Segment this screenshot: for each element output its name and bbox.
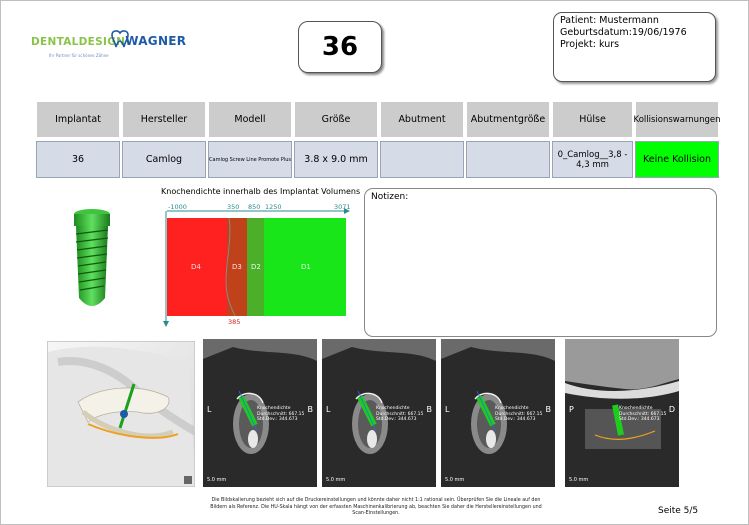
notes-label: Notizen: (371, 192, 409, 202)
ct-view-2-scale: 5.0 mm (326, 477, 346, 483)
bone-density-title: Knochendichte innerhalb des Implantat Vo… (161, 187, 361, 196)
ct-view-3-left-label: L (445, 405, 450, 414)
implant-model-icon (74, 209, 110, 306)
patient-birthdate: Geburtsdatum:19/06/1976 (560, 27, 687, 38)
tick-top-1: 350 (227, 203, 239, 211)
scaling-disclaimer: Die Bildskalierung bezieht sich auf die … (210, 498, 542, 516)
patient-name: Patient: Mustermann (560, 15, 659, 26)
tick-top-3: 1250 (265, 203, 282, 211)
ct-view-3: L B Knochendichte Durchschnitt: 667.15 Std… (441, 339, 555, 487)
ct-view-1-left-label: L (207, 405, 212, 414)
ct-view-2-left-label: L (326, 405, 331, 414)
ct-view-2-right-label: B (426, 405, 433, 414)
header-huelse: Hülse (552, 101, 633, 138)
cell-hersteller: Camlog (122, 141, 206, 178)
ct-view-1-right-label: B (307, 405, 314, 414)
header-groesse: Größe (294, 101, 378, 138)
ct-view-3-scale: 5.0 mm (445, 477, 465, 483)
cell-abutmentgroesse (466, 141, 550, 178)
header-abutment: Abutment (380, 101, 464, 138)
ct-view-1-scale: 5.0 mm (207, 477, 227, 483)
ct-view-4-readout: Knochendichte Durchschnitt: 667.15 Std.Dev… (619, 406, 667, 422)
tick-top-2: 850 (248, 203, 260, 211)
page-number: Seite 5/5 (658, 506, 699, 516)
tick-bottom: 385 (228, 318, 240, 326)
tooth-logo-icon (111, 30, 129, 48)
zone-label-d1: D1 (301, 263, 311, 271)
zone-d2 (247, 218, 264, 316)
cell-abutment (380, 141, 464, 178)
zone-d1 (264, 218, 346, 316)
header-implantat: Implantat (36, 101, 120, 138)
logo-text-dentaldesign: DENTALDESIGN (31, 36, 126, 48)
header-kollisionswarnungen: Kollisionswarnungen (634, 101, 720, 138)
zone-d4 (167, 218, 227, 316)
ct-view-2: L B Knochendichte Durchschnitt: 667.15 Std… (322, 339, 436, 487)
cell-groesse: 3.8 x 9.0 mm (294, 141, 378, 178)
logo-text-wagner: WAGNER (125, 34, 187, 48)
header-hersteller: Hersteller (122, 101, 206, 138)
ct-view-4-right-label: D (668, 405, 675, 414)
patient-info-box: Patient: Mustermann Geburtsdatum:19/06/1… (553, 12, 716, 82)
jaw-3d-view (47, 341, 195, 487)
cell-implantat: 36 (36, 141, 120, 178)
ct-view-4-scale: 5.0 mm (569, 477, 589, 483)
zone-d3 (227, 218, 247, 316)
zone-label-d4: D4 (191, 263, 201, 271)
implant-number: 36 (321, 32, 359, 62)
ct-view-1: L B Knochendichte Durchschnitt: 667.15 Std… (203, 339, 317, 487)
header-abutmentgroesse: Abutmentgröße (466, 101, 550, 138)
zone-label-d2: D2 (251, 263, 261, 271)
logo-tagline: Ihr Partner für schönes Zähne (49, 53, 109, 58)
header-modell: Modell (208, 101, 292, 138)
company-logo: DENTALDESIGNWAGNER Ihr Partner für schön… (31, 29, 186, 65)
ct-view-4: P D Knochendichte Durchschnitt: 667.15 Std… (565, 339, 679, 487)
implant-number-box: 36 (298, 21, 382, 73)
ct-view-4-left-label: P (569, 405, 574, 414)
patient-project: Projekt: kurs (560, 39, 620, 50)
cell-kollision: Keine Kollision (635, 141, 719, 178)
tick-top-0: -1000 (168, 203, 187, 211)
cell-modell: Camlog Screw Line Promote Plus (208, 141, 292, 178)
tick-top-4: 3071 (334, 203, 351, 211)
zone-label-d3: D3 (232, 263, 242, 271)
bone-density-chart: -1000 350 850 1250 3071 385 D4 D3 D2 D1 (163, 203, 351, 327)
ct-view-3-right-label: B (545, 405, 552, 414)
notes-box[interactable]: Notizen: (364, 188, 717, 337)
cell-huelse: 0_Camlog__3,8 - 4,3 mm (552, 141, 633, 178)
ct-view-1-readout: Knochendichte Durchschnitt: 667.15 Std.Dev… (257, 406, 305, 422)
ct-view-2-readout: Knochendichte Durchschnitt: 667.15 Std.Dev… (376, 406, 424, 422)
ct-view-3-readout: Knochendichte Durchschnitt: 667.15 Std.Dev… (495, 406, 543, 422)
